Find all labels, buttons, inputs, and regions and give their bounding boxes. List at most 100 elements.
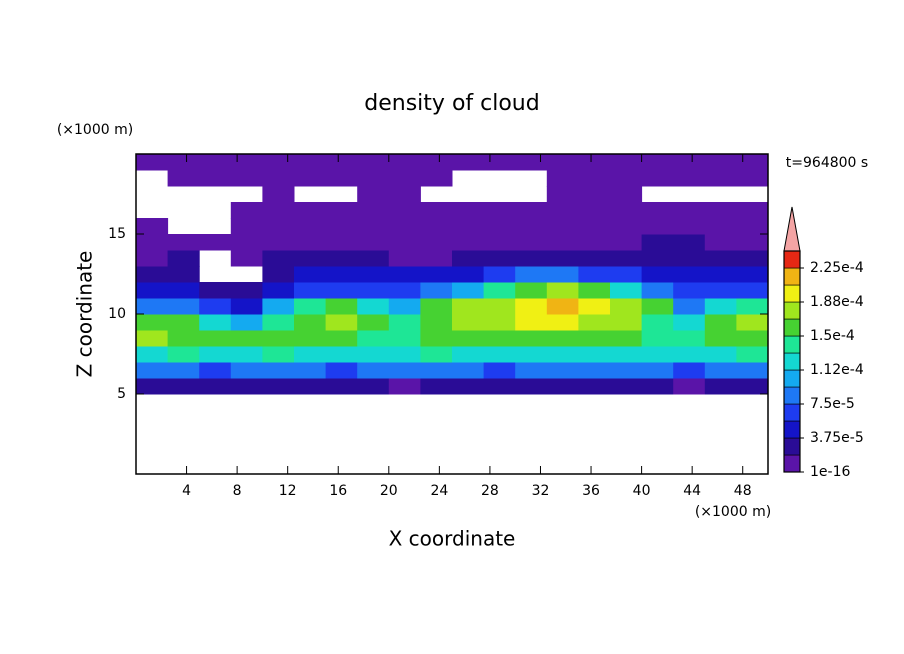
contour-cell	[546, 266, 579, 283]
contour-cell	[388, 170, 421, 187]
contour-cell	[704, 154, 737, 171]
contour-cell	[262, 154, 295, 171]
contour-cell	[136, 362, 169, 379]
x-tick-label: 32	[532, 483, 550, 499]
contour-cell	[452, 362, 485, 379]
contour-cell	[515, 250, 548, 267]
contour-cell	[136, 218, 169, 235]
contour-cell	[294, 266, 327, 283]
contour-cell	[388, 282, 421, 299]
contour-cell	[388, 250, 421, 267]
contour-cell	[704, 250, 737, 267]
contour-cell	[452, 154, 485, 171]
contour-cell	[736, 282, 769, 299]
contour-cell	[325, 170, 358, 187]
contour-cell	[357, 234, 390, 251]
contour-cell	[610, 218, 643, 235]
contour-cell	[167, 378, 200, 395]
contour-cell	[357, 282, 390, 299]
contour-cell	[483, 234, 516, 251]
contour-cell	[483, 266, 516, 283]
colorbar-box	[783, 420, 801, 439]
x-tick-label: 44	[683, 483, 701, 499]
contour-cell	[325, 298, 358, 315]
contour-cell	[136, 298, 169, 315]
contour-cell	[230, 202, 263, 219]
contour-cell	[294, 378, 327, 395]
contour-cell	[673, 234, 706, 251]
contour-cell	[325, 282, 358, 299]
contour-cell	[736, 362, 769, 379]
contour-cell	[420, 378, 453, 395]
x-tick-label: 48	[734, 483, 752, 499]
contour-cell	[167, 266, 200, 283]
contour-cell	[230, 378, 263, 395]
chart-title: density of cloud	[364, 91, 539, 116]
colorbar-tick-label: 7.5e-5	[810, 396, 855, 412]
contour-cell	[199, 154, 232, 171]
contour-cell	[704, 346, 737, 363]
contour-cell	[262, 298, 295, 315]
contour-cell	[641, 282, 674, 299]
contour-cell	[325, 330, 358, 347]
contour-cell	[167, 170, 200, 187]
contour-cell	[578, 234, 611, 251]
contour-cell	[199, 330, 232, 347]
contour-cell	[325, 234, 358, 251]
contour-cell	[736, 218, 769, 235]
contour-cell	[294, 346, 327, 363]
contour-cell	[673, 282, 706, 299]
contour-cell	[262, 186, 295, 203]
contour-cell	[230, 154, 263, 171]
contour-cell	[610, 298, 643, 315]
contour-cell	[167, 234, 200, 251]
contour-cell	[357, 170, 390, 187]
contour-cell	[388, 298, 421, 315]
colorbar-tick-label: 1.88e-4	[810, 294, 864, 310]
time-label: t=964800 s	[786, 155, 868, 171]
contour-cell	[230, 234, 263, 251]
contour-cell	[388, 362, 421, 379]
contour-cell	[357, 266, 390, 283]
contour-cell	[167, 314, 200, 331]
contour-cell	[673, 250, 706, 267]
contour-cell	[483, 154, 516, 171]
contour-cell	[546, 314, 579, 331]
contour-cell	[578, 298, 611, 315]
contour-cell	[199, 298, 232, 315]
contour-cell	[136, 330, 169, 347]
contour-cell	[578, 250, 611, 267]
contour-cell	[420, 250, 453, 267]
contour-cell	[736, 202, 769, 219]
contour-cell	[641, 154, 674, 171]
contour-cell	[736, 314, 769, 331]
contour-cell	[515, 154, 548, 171]
contour-cell	[420, 170, 453, 187]
contour-cell	[199, 170, 232, 187]
contour-cell	[294, 234, 327, 251]
contour-cell	[736, 154, 769, 171]
contour-cell	[641, 250, 674, 267]
contour-cell	[167, 362, 200, 379]
colorbar-tick-label: 2.25e-4	[810, 260, 864, 276]
colorbar-box	[783, 454, 801, 473]
contour-cell	[641, 314, 674, 331]
contour-cell	[420, 218, 453, 235]
contour-cell	[136, 234, 169, 251]
colorbar-box	[783, 284, 801, 303]
contour-cell	[578, 346, 611, 363]
contour-cell	[578, 330, 611, 347]
contour-cell	[515, 362, 548, 379]
contour-cell	[452, 234, 485, 251]
contour-cell	[641, 202, 674, 219]
contour-cell	[294, 218, 327, 235]
contour-cell	[230, 362, 263, 379]
contour-cell	[610, 202, 643, 219]
contour-cell	[167, 346, 200, 363]
x-tick-label: 16	[329, 483, 347, 499]
contour-cell	[262, 282, 295, 299]
contour-cell	[325, 218, 358, 235]
contour-cell	[736, 346, 769, 363]
contour-cell	[673, 362, 706, 379]
contour-cell	[294, 202, 327, 219]
